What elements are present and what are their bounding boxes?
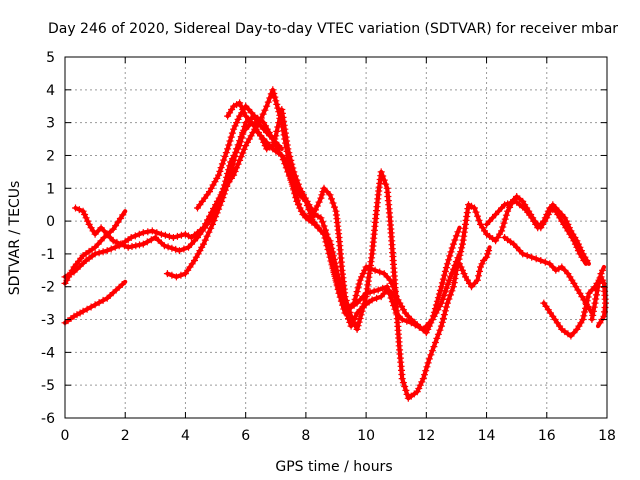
y-tick-label: -2 — [41, 280, 55, 296]
x-tick-labels: 0 2 4 6 8 10 12 14 16 18 — [61, 428, 616, 444]
y-tick-label: 2 — [46, 148, 55, 164]
x-tick-label: 14 — [478, 428, 496, 444]
y-tick-label: 4 — [46, 83, 55, 99]
y-tick-label: -5 — [41, 378, 55, 394]
y-tick-label: -1 — [41, 247, 55, 263]
series-point-markers — [588, 266, 606, 323]
y-tick-label: 0 — [46, 214, 55, 230]
x-tick-label: 2 — [121, 428, 130, 444]
axis-ticks — [64, 56, 608, 419]
x-tick-label: 10 — [357, 428, 375, 444]
plot-frame — [64, 56, 608, 419]
x-axis-label: GPS time / hours — [275, 459, 392, 475]
series-point-markers — [224, 86, 588, 402]
y-tick-label: 1 — [46, 181, 55, 197]
y-tick-label: -3 — [41, 313, 55, 329]
x-tick-label: 8 — [301, 428, 310, 444]
series-point-markers — [483, 193, 591, 264]
x-tick-label: 0 — [61, 428, 70, 444]
chart-title: Day 246 of 2020, Sidereal Day-to-day VTE… — [48, 21, 618, 37]
series-arc-5 — [163, 106, 399, 317]
y-tick-label: -6 — [41, 411, 55, 427]
series-point-markers — [61, 125, 462, 337]
x-tick-label: 6 — [241, 428, 250, 444]
x-tick-label: 4 — [181, 428, 190, 444]
y-tick-label: 3 — [46, 116, 55, 132]
series-arc-9 — [483, 193, 592, 266]
series-line — [165, 107, 399, 316]
x-tick-label: 12 — [417, 428, 435, 444]
series-arc-4 — [61, 279, 128, 327]
series-arc-10 — [501, 234, 595, 316]
x-tick-label: 16 — [538, 428, 556, 444]
series-arc-12 — [588, 264, 607, 323]
series-arc-8 — [456, 245, 493, 291]
series-arc-6 — [194, 102, 284, 212]
series-point-markers — [163, 106, 399, 317]
y-axis-label: SDTVAR / TECUs — [7, 181, 23, 296]
y-tick-label: -4 — [41, 345, 55, 361]
series-arc-3 — [61, 125, 462, 337]
y-tick-labels: -6 -5 -4 -3 -2 -1 0 1 2 3 4 5 — [41, 50, 55, 427]
series-arc-7 — [224, 86, 589, 402]
series-point-markers — [501, 234, 594, 314]
x-tick-label: 18 — [598, 428, 616, 444]
data-series — [61, 86, 609, 402]
y-tick-label: 5 — [46, 50, 55, 66]
series-point-markers — [456, 247, 493, 291]
